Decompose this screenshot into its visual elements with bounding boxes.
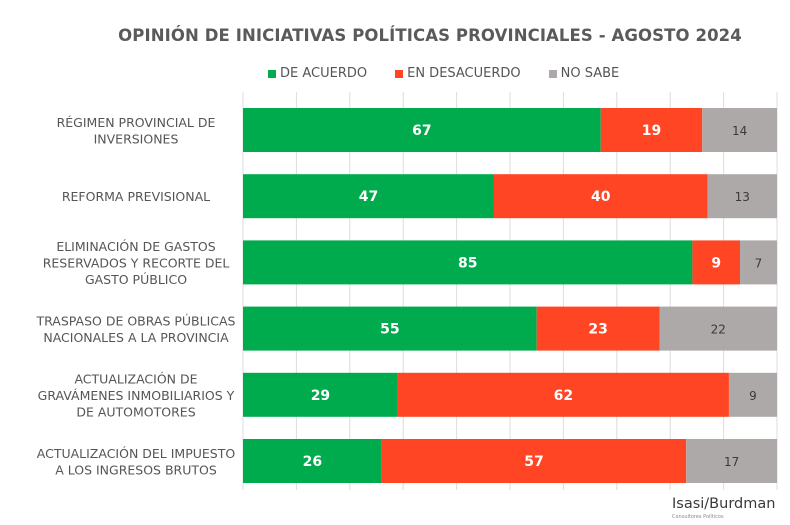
bar-segment	[243, 306, 537, 351]
bar-segment	[692, 240, 740, 285]
bar-segment	[243, 108, 601, 152]
bar-segment	[728, 372, 777, 417]
data-label: 57	[524, 454, 543, 470]
category-label: ELIMINACIÓN DE GASTOS	[56, 239, 215, 254]
category-label: RESERVADOS Y RECORTE DEL	[43, 255, 230, 270]
category-label: GASTO PÚBLICO	[85, 272, 187, 287]
data-label: 9	[711, 255, 721, 271]
bar-segment	[243, 439, 382, 483]
bar-segment	[536, 306, 660, 351]
category-label: ACTUALIZACIÓN DEL IMPUESTO	[37, 446, 236, 461]
bar-segment	[243, 174, 494, 219]
bar-segment	[739, 240, 777, 285]
legend-swatch-no-sabe	[548, 69, 557, 78]
legend-label-no-sabe: NO SABE	[560, 66, 620, 81]
category-label: REFORMA PREVISIONAL	[62, 189, 210, 204]
data-label: 29	[311, 388, 330, 404]
data-label: 22	[711, 323, 726, 337]
category-label: GRAVÁMENES INMOBILIARIOS Y	[38, 388, 235, 403]
data-label: 26	[303, 454, 322, 470]
legend-label-de-acuerdo: DE ACUERDO	[280, 66, 368, 81]
data-label: 7	[755, 256, 763, 270]
bar-segment	[702, 108, 777, 152]
bar-segment	[707, 174, 777, 219]
data-label: 62	[554, 388, 573, 404]
data-label: 47	[359, 189, 378, 205]
legend-label-en-desacuerdo: EN DESACUERDO	[407, 66, 521, 81]
bar-segment	[493, 174, 708, 219]
bar-segment	[686, 439, 777, 483]
category-label: A LOS INGRESOS BRUTOS	[55, 462, 217, 477]
bar-segment	[600, 108, 703, 152]
category-label: INVERSIONES	[94, 131, 179, 146]
data-label: 40	[591, 189, 611, 205]
data-label: 17	[724, 455, 739, 469]
legend-item-en-desacuerdo: EN DESACUERDO	[395, 66, 521, 81]
category-label: NACIONALES A LA PROVINCIA	[43, 330, 229, 345]
data-label: 67	[412, 123, 431, 139]
brand-logo: Isasi/Burdman	[672, 496, 776, 512]
bar-segment	[243, 372, 398, 417]
chart-title: OPINIÓN DE INICIATIVAS POLÍTICAS PROVINC…	[118, 26, 742, 45]
bar-segment	[397, 372, 729, 417]
category-label: TRASPASO DE OBRAS PÚBLICAS	[35, 313, 235, 328]
legend-item-de-acuerdo: DE ACUERDO	[268, 66, 367, 81]
bar-segment	[659, 306, 777, 351]
category-label: ACTUALIZACIÓN DE	[74, 371, 197, 386]
brand-tagline: Consultores Políticos	[672, 514, 724, 520]
legend-item-no-sabe: NO SABE	[548, 66, 620, 81]
data-label: 14	[732, 124, 747, 138]
legend: DE ACUERDO EN DESACUERDO NO SABE	[268, 66, 619, 81]
bar-segment	[243, 240, 693, 285]
data-label: 85	[458, 255, 477, 271]
category-label: DE AUTOMOTORES	[76, 404, 195, 419]
category-label: RÉGIMEN PROVINCIAL DE	[57, 115, 216, 130]
data-label: 23	[588, 322, 607, 338]
data-label: 13	[735, 190, 750, 204]
data-label: 55	[380, 322, 399, 338]
legend-swatch-en-desacuerdo	[395, 69, 404, 78]
data-label: 19	[642, 123, 661, 139]
legend-swatch-de-acuerdo	[268, 69, 276, 78]
bar-segment	[381, 439, 687, 483]
data-label: 9	[749, 389, 757, 403]
